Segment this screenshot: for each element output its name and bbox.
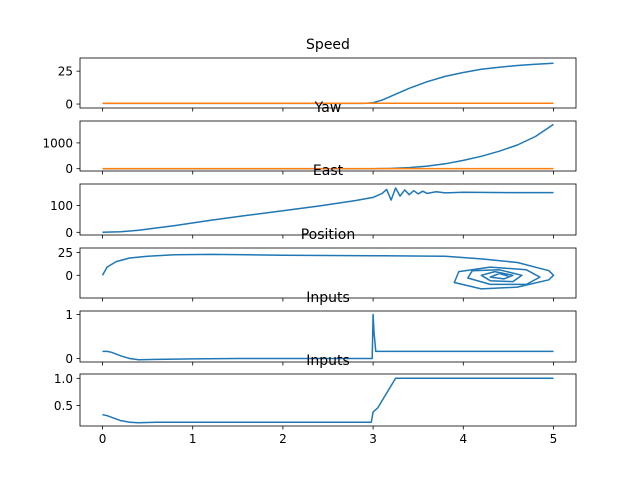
y-tick-label: 25 <box>58 246 73 260</box>
y-tick-label: 0 <box>65 162 73 176</box>
y-tick-label: 0.5 <box>54 399 73 413</box>
subplot-6: 0.5 1.0 0 1 2 3 4 5 Inputs <box>54 353 577 446</box>
series-line-1 <box>102 187 554 234</box>
subplot-4: 0 25 Position <box>58 227 577 302</box>
x-tick-label: 5 <box>550 432 558 446</box>
subplot-title: Position <box>301 227 356 243</box>
axes-frame <box>79 373 577 427</box>
series-line-1 <box>102 313 554 361</box>
subplot-title: Speed <box>306 37 350 53</box>
x-tick-label: 1 <box>189 432 197 446</box>
y-tick-label: 1.0 <box>54 372 73 386</box>
x-tick-label: 4 <box>459 432 467 446</box>
subplot-title: Inputs <box>306 353 350 369</box>
axes-frame <box>79 183 577 236</box>
y-tick-label: 0 <box>65 269 73 283</box>
subplot-5: 0 1 Inputs <box>65 290 577 366</box>
x-tick-label: 0 <box>99 432 107 446</box>
y-tick-label: 0 <box>65 226 73 240</box>
axes-frame <box>79 247 577 299</box>
axes-frame <box>79 57 577 109</box>
series-line-1 <box>101 253 555 290</box>
axes-frame <box>79 120 577 172</box>
y-tick-label: 25 <box>58 65 73 79</box>
subplot-3: 0 100 East <box>50 163 577 240</box>
y-tick-label: 1 <box>65 308 73 322</box>
axes-frame <box>79 310 577 363</box>
x-tick-label: 2 <box>279 432 287 446</box>
series-line-1 <box>102 62 554 105</box>
y-tick-label: 1000 <box>42 136 73 150</box>
subplot-1: 0 25 Speed <box>58 37 577 112</box>
subplot-title: East <box>313 163 344 179</box>
y-tick-label: 0 <box>65 352 73 366</box>
series-line-1 <box>102 377 554 424</box>
x-tick-label: 3 <box>369 432 377 446</box>
subplot-2: 0 1000 Yaw <box>42 100 577 176</box>
subplot-title: Yaw <box>314 100 342 116</box>
y-tick-label: 100 <box>50 199 73 213</box>
y-tick-label: 0 <box>65 98 73 112</box>
subplot-title: Inputs <box>306 290 350 306</box>
